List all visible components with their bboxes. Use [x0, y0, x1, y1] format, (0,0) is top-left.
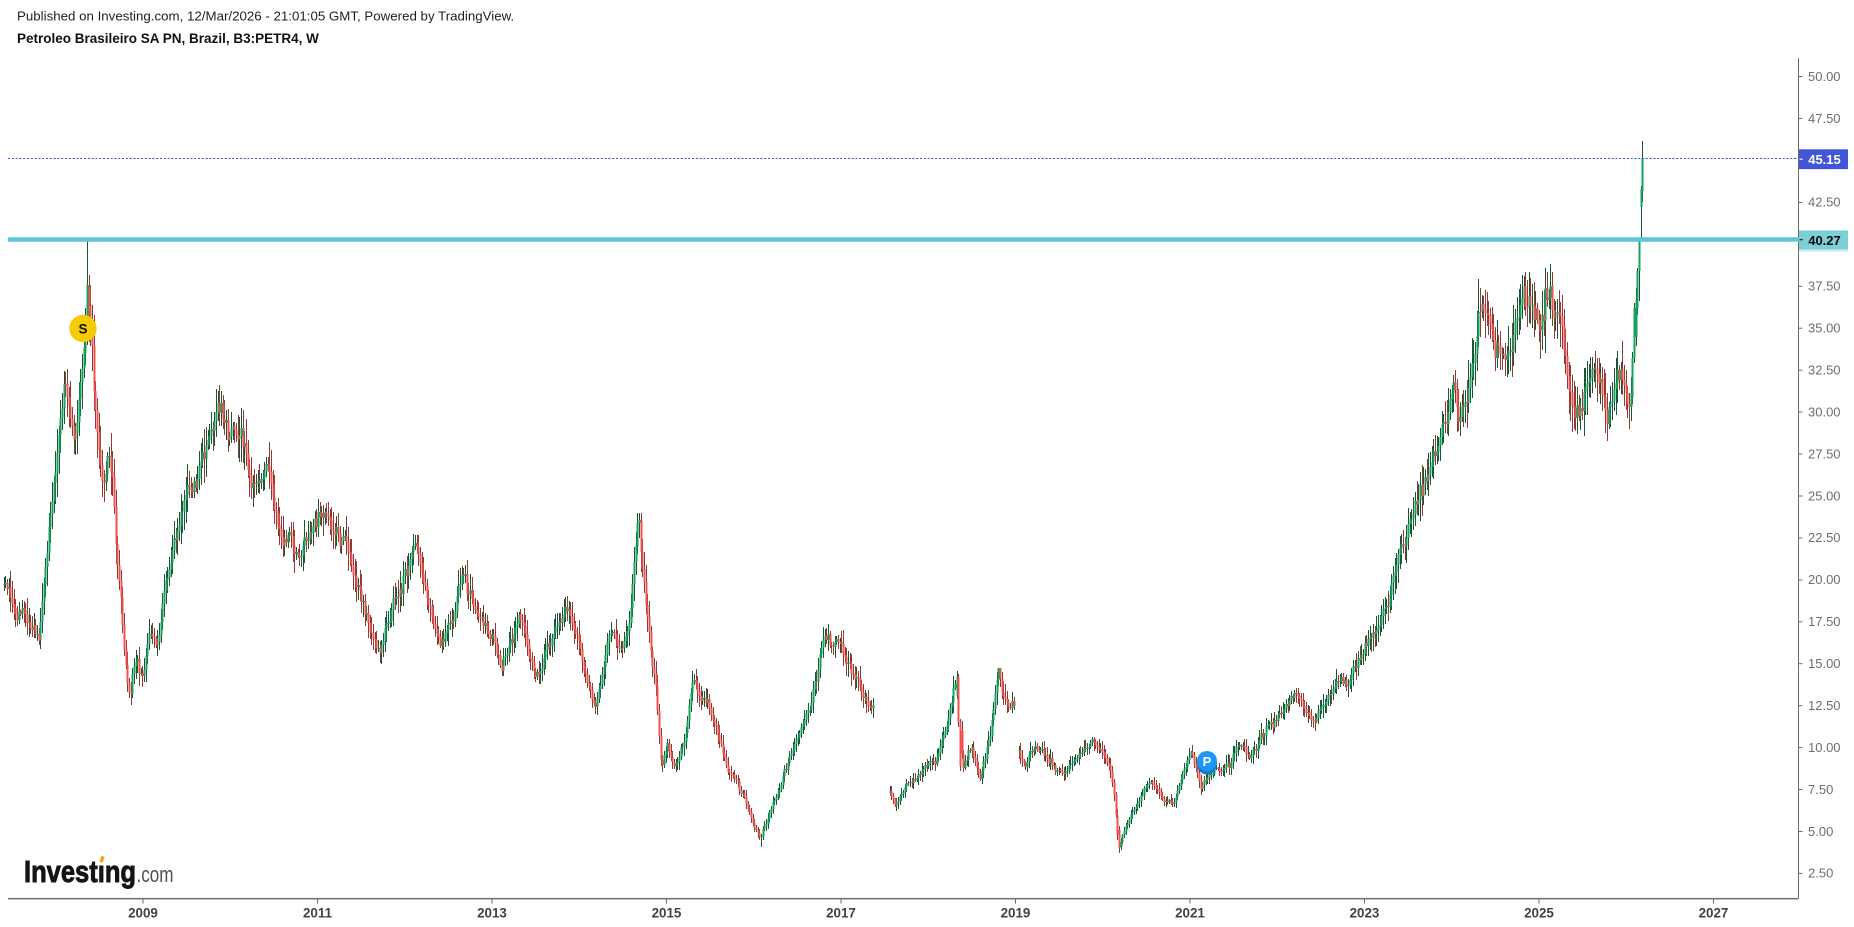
svg-text:10.00: 10.00: [1808, 740, 1841, 755]
svg-text:5.00: 5.00: [1808, 824, 1833, 839]
svg-text:2017: 2017: [826, 906, 856, 921]
svg-text:2027: 2027: [1699, 906, 1729, 921]
svg-text:30.00: 30.00: [1808, 404, 1841, 419]
svg-text:2023: 2023: [1350, 906, 1380, 921]
svg-text:15.00: 15.00: [1808, 656, 1841, 671]
svg-text:40.27: 40.27: [1808, 233, 1841, 248]
svg-text:2019: 2019: [1001, 906, 1031, 921]
svg-text:17.50: 17.50: [1808, 614, 1841, 629]
svg-text:32.50: 32.50: [1808, 363, 1841, 378]
svg-text:2013: 2013: [477, 906, 507, 921]
svg-text:27.50: 27.50: [1808, 446, 1841, 461]
svg-text:20.00: 20.00: [1808, 572, 1841, 587]
svg-text:22.50: 22.50: [1808, 530, 1841, 545]
svg-text:2015: 2015: [652, 906, 682, 921]
svg-text:45.15: 45.15: [1808, 152, 1841, 167]
svg-text:Published on Investing.com, 12: Published on Investing.com, 12/Mar/2026 …: [17, 9, 514, 24]
svg-text:37.50: 37.50: [1808, 279, 1841, 294]
svg-text:2.50: 2.50: [1808, 866, 1833, 881]
svg-text:2011: 2011: [303, 906, 333, 921]
svg-text:7.50: 7.50: [1808, 782, 1833, 797]
svg-text:2009: 2009: [128, 906, 158, 921]
svg-text:Petroleo Brasileiro SA PN, Bra: Petroleo Brasileiro SA PN, Brazil, B3:PE…: [17, 31, 319, 46]
svg-text:S: S: [78, 322, 87, 337]
svg-text:12.50: 12.50: [1808, 698, 1841, 713]
svg-text:50.00: 50.00: [1808, 69, 1841, 84]
svg-text:47.50: 47.50: [1808, 111, 1841, 126]
svg-text:35.00: 35.00: [1808, 321, 1841, 336]
svg-text:25.00: 25.00: [1808, 488, 1841, 503]
svg-text:42.50: 42.50: [1808, 195, 1841, 210]
svg-text:.com: .com: [137, 862, 174, 887]
svg-text:P: P: [1203, 754, 1212, 769]
svg-text:2021: 2021: [1175, 906, 1205, 921]
svg-text:Investıng: Investıng: [24, 854, 136, 889]
svg-text:2025: 2025: [1524, 906, 1554, 921]
